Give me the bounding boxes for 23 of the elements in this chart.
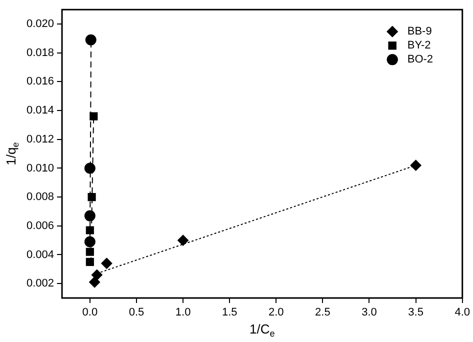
- y-tick-label: 0.014: [26, 104, 54, 117]
- y-tick-label: 0.020: [26, 18, 54, 30]
- x-tick-label: 1.0: [175, 306, 191, 319]
- legend-label: BY-2: [407, 40, 431, 52]
- y-tick-label: 0.012: [26, 133, 54, 146]
- y-tick-label: 0.016: [26, 76, 54, 88]
- x-tick-label: 4.0: [454, 306, 470, 319]
- y-tick-label: 0.008: [26, 191, 54, 204]
- x-tick-label: 1.5: [222, 306, 238, 319]
- y-tick-label: 0.006: [26, 220, 54, 232]
- y-tick-label: 0.004: [26, 248, 54, 261]
- x-tick-label: 0.5: [128, 306, 144, 319]
- x-tick-label: 2.5: [315, 306, 330, 319]
- y-tick-label: 0.002: [26, 278, 54, 290]
- y-axis-title: 1/qe: [4, 142, 20, 166]
- y-tick-label: 0.018: [26, 46, 54, 59]
- x-tick-label: 3.5: [408, 306, 424, 319]
- legend-label: BB-9: [407, 26, 432, 38]
- x-tick-label: 0.0: [82, 306, 98, 319]
- x-tick-label: 3.0: [362, 306, 377, 319]
- legend-label: BO-2: [407, 54, 434, 66]
- x-tick-label: 2.0: [268, 306, 284, 319]
- y-tick-label: 0.010: [26, 162, 54, 174]
